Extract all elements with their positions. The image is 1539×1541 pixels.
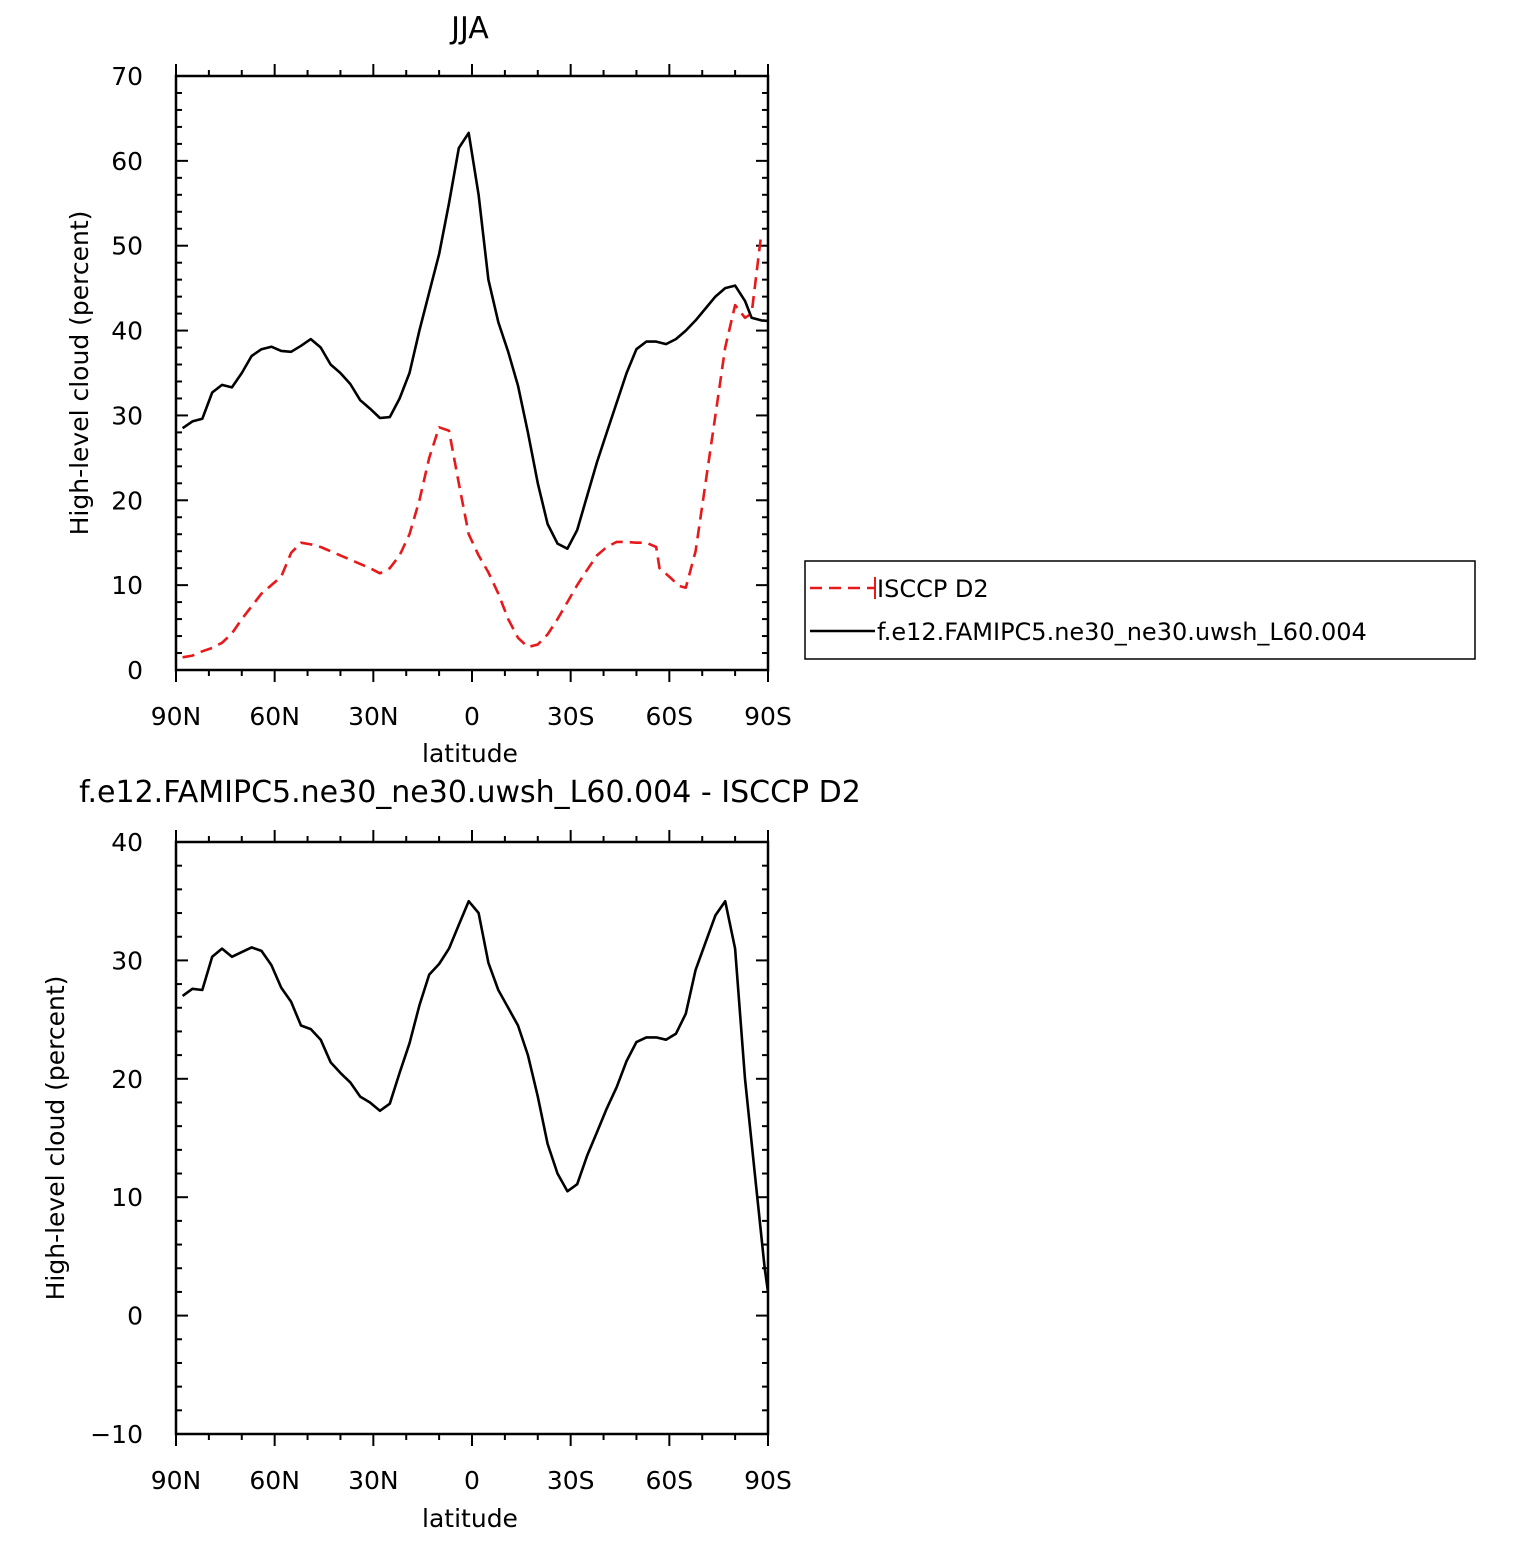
top-y-tick-label: 70 (111, 62, 143, 91)
legend-label-model: f.e12.FAMIPC5.ne30_ne30.uwsh_L60.004 (877, 618, 1367, 646)
top-chart-marks: 90N 60N 30N 0 30S 60S 90S 0 10 20 30 40 50 60 70 (111, 62, 792, 731)
bottom-series-line-0 (181, 899, 768, 1302)
top-x-tick-label: 0 (464, 702, 480, 731)
bottom-y-axis-label: High-level cloud (percent) (41, 976, 70, 1301)
bottom-plot-frame (174, 840, 770, 1436)
top-chart-panel: JJA 90N 60N 30N 0 30S 60S 90S 0 10 20 30 40 50 60 70 l… (65, 11, 1476, 768)
bottom-x-tick-label: 30N (348, 1466, 399, 1495)
bottom-chart-panel: f.e12.FAMIPC5.ne30_ne30.uwsh_L60.004 - I… (41, 775, 861, 1533)
bottom-x-tick-label: 90N (151, 1466, 202, 1495)
top-chart-title: JJA (449, 11, 489, 46)
bottom-y-tick-label: −10 (90, 1420, 143, 1449)
top-series-line-1 (181, 131, 768, 550)
bottom-chart-marks: 90N 60N 30N 0 30S 60S 90S −10 0 10 20 30 40 (90, 828, 792, 1495)
bottom-x-axis-label: latitude (422, 1504, 518, 1533)
top-series-line-0 (182, 232, 763, 659)
top-y-tick-label: 0 (127, 656, 143, 685)
top-plot-frame (174, 74, 770, 672)
top-y-tick-label: 60 (111, 147, 143, 176)
bottom-y-tick-label: 20 (111, 1065, 143, 1094)
bottom-y-tick-label: 0 (127, 1302, 143, 1331)
legend-label-isccp: ISCCP D2 (877, 575, 989, 603)
bottom-x-tick-label: 90S (744, 1466, 792, 1495)
top-x-tick-label: 30S (547, 702, 595, 731)
top-x-tick-label: 90N (151, 702, 202, 731)
legend: ISCCP D2 f.e12.FAMIPC5.ne30_ne30.uwsh_L6… (804, 560, 1476, 660)
top-x-tick-label: 90S (744, 702, 792, 731)
top-x-tick-label: 60N (249, 702, 300, 731)
top-y-tick-label: 40 (111, 317, 143, 346)
bottom-y-tick-label: 30 (111, 946, 143, 975)
top-y-tick-label: 50 (111, 232, 143, 261)
bottom-chart-title: f.e12.FAMIPC5.ne30_ne30.uwsh_L60.004 - I… (79, 775, 861, 810)
top-y-tick-label: 30 (111, 401, 143, 430)
bottom-x-tick-label: 60N (249, 1466, 300, 1495)
bottom-x-tick-label: 0 (464, 1466, 480, 1495)
legend-box (804, 560, 1476, 660)
bottom-x-tick-label: 60S (645, 1466, 693, 1495)
top-y-tick-label: 10 (111, 571, 143, 600)
top-x-tick-label: 30N (348, 702, 399, 731)
top-y-tick-label: 20 (111, 486, 143, 515)
bottom-x-tick-label: 30S (547, 1466, 595, 1495)
top-x-axis-label: latitude (422, 739, 518, 768)
bottom-y-tick-label: 10 (111, 1183, 143, 1212)
top-x-tick-label: 60S (645, 702, 693, 731)
bottom-y-tick-label: 40 (111, 828, 143, 857)
top-y-axis-label: High-level cloud (percent) (65, 211, 94, 536)
